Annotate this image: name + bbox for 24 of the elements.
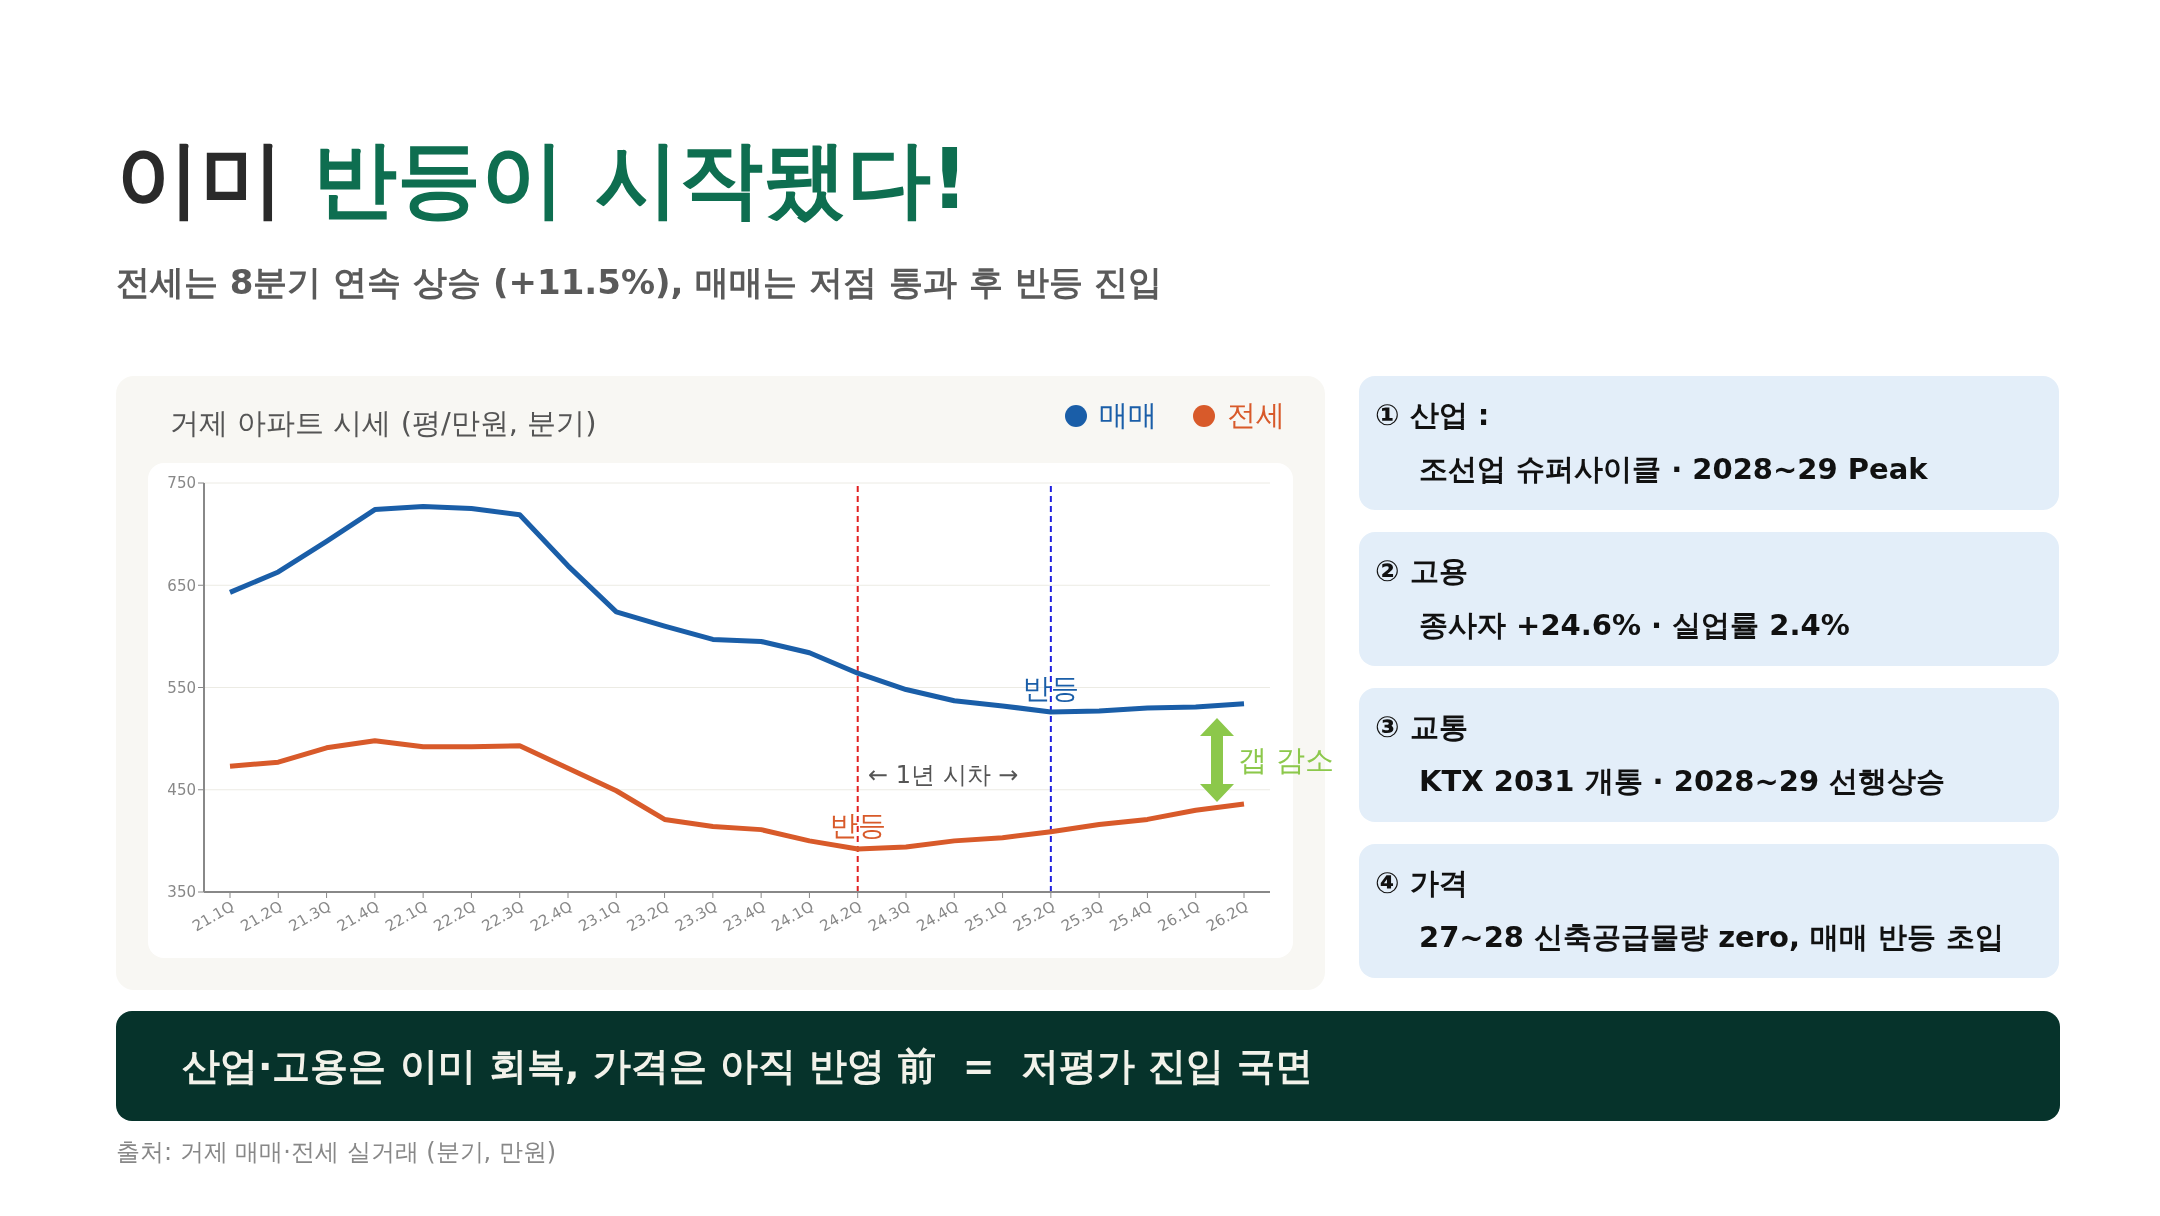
text: 조선업 슈퍼사이클 · 2028~29 Peak — [1419, 451, 1928, 488]
annotation: 갭 감소 — [1238, 742, 1335, 779]
chart-title: 이미 반등이 시작됐다! — [116, 130, 969, 228]
text: 산업·고용은 이미 회복, 가격은 아직 반영 前 = 저평가 진입 국면 — [182, 1043, 1314, 1090]
annotation: ← 1년 시차 → — [868, 760, 1019, 791]
y-tick-label: 550 — [167, 678, 196, 697]
chart-subtitle: 전세는 8분기 연속 상승 (+11.5%), 매매는 저점 통과 후 반등 진입 — [116, 261, 1163, 304]
legend-label: 매매 — [1099, 397, 1157, 434]
text: ③ 교통 — [1375, 709, 1468, 746]
text: ② 고용 — [1375, 553, 1468, 590]
text: KTX 2031 개통 · 2028~29 선행상승 — [1419, 763, 1946, 800]
y-axis-title: 거제 아파트 시세 (평/만원, 분기) — [170, 405, 597, 442]
text: 종사자 +24.6% · 실업률 2.4% — [1419, 607, 1850, 644]
text: ④ 가격 — [1375, 865, 1468, 902]
y-tick-label: 350 — [167, 883, 196, 902]
y-tick-label: 750 — [167, 474, 196, 493]
y-tick-label: 650 — [167, 576, 196, 595]
annotation: 반등 — [829, 809, 886, 843]
text: ① 산업 : — [1375, 397, 1490, 434]
annotation: 반등 — [1022, 672, 1079, 706]
source-note: 출처: 거제 매매·전세 실거래 (분기, 만원) — [116, 1137, 557, 1168]
legend-label: 전세 — [1227, 397, 1285, 434]
text: 27~28 신축공급물량 zero, 매매 반등 초입 — [1419, 919, 2005, 956]
y-tick-label: 450 — [167, 781, 196, 800]
